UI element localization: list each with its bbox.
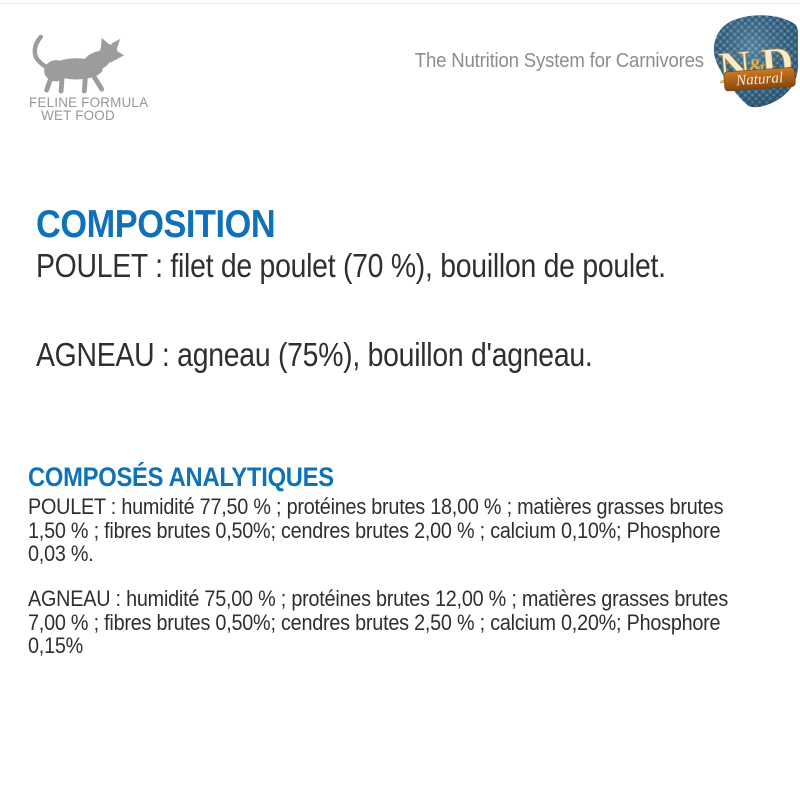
analytiques-poulet-line3: 0,03 %. bbox=[28, 541, 94, 566]
top-divider bbox=[0, 3, 800, 4]
cat-logo-line1: FELINE FORMULA bbox=[29, 94, 149, 110]
analytiques-poulet-line1: POULET : humidité 77,50 % ; protéines br… bbox=[28, 494, 724, 519]
natural-banner-label: Natural bbox=[735, 69, 784, 89]
composition-heading: COMPOSITION bbox=[36, 203, 276, 246]
composition-line-poulet: POULET : filet de poulet (70 %), bouillo… bbox=[36, 247, 666, 284]
analytiques-paragraph-poulet: POULET : humidité 77,50 % ; protéines br… bbox=[28, 495, 723, 566]
nd-natural-logo: N & D Natural bbox=[706, 11, 800, 109]
analytiques-heading: COMPOSÉS ANALYTIQUES bbox=[28, 462, 334, 492]
analytiques-paragraph-agneau: AGNEAU : humidité 75,00 % ; protéines br… bbox=[28, 587, 728, 658]
cat-icon bbox=[32, 34, 124, 94]
analytiques-poulet-line2: 1,50 % ; fibres brutes 0,50%; cendres br… bbox=[28, 517, 721, 543]
nd-logo-graphic: N & D Natural bbox=[713, 15, 798, 108]
analytiques-agneau-line3: 0,15% bbox=[28, 633, 84, 658]
natural-banner: Natural bbox=[723, 67, 796, 92]
feline-formula-logo: FELINE FORMULA WET FOOD bbox=[27, 34, 149, 123]
brand-tagline: The Nutrition System for Carnivores bbox=[414, 50, 704, 72]
analytiques-agneau-line2: 7,00 % ; fibres brutes 0,50%; cendres br… bbox=[28, 609, 721, 635]
analytiques-agneau-line1: AGNEAU : humidité 75,00 % ; protéines br… bbox=[28, 586, 729, 611]
cat-logo-line2: WET FOOD bbox=[41, 107, 115, 123]
composition-line-agneau: AGNEAU : agneau (75%), bouillon d'agneau… bbox=[36, 336, 593, 373]
